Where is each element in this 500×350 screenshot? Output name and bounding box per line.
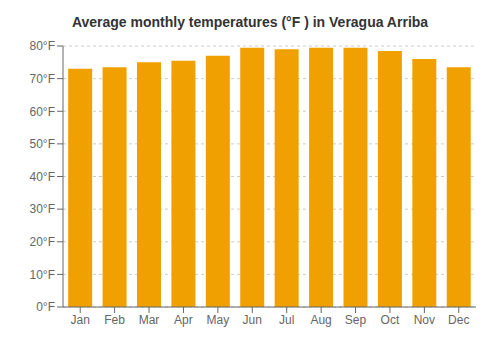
svg-text:Jul: Jul xyxy=(279,313,294,327)
html-text:Average monthly temperatures (: Average monthly temperatures (°F ) in Ve… xyxy=(71,14,429,30)
svg-text:Jan: Jan xyxy=(71,313,90,327)
svg-text:Apr: Apr xyxy=(174,313,193,327)
svg-text:Aug: Aug xyxy=(310,313,331,327)
svg-text:Nov: Nov xyxy=(414,313,435,327)
svg-text:40°F: 40°F xyxy=(30,170,55,184)
svg-text:Feb: Feb xyxy=(104,313,125,327)
svg-text:70°F: 70°F xyxy=(30,72,55,86)
svg-text:30°F: 30°F xyxy=(30,202,55,216)
svg-text:Oct: Oct xyxy=(381,313,400,327)
svg-text:50°F: 50°F xyxy=(30,137,55,151)
svg-text:May: May xyxy=(207,313,230,327)
svg-text:10°F: 10°F xyxy=(30,268,55,282)
svg-text:Jun: Jun xyxy=(243,313,262,327)
svg-text:80°F: 80°F xyxy=(30,39,55,53)
svg-text:0°F: 0°F xyxy=(36,300,55,314)
svg-text:60°F: 60°F xyxy=(30,105,55,119)
svg-text:Sep: Sep xyxy=(345,313,367,327)
svg-text:Dec: Dec xyxy=(448,313,469,327)
svg-text:Mar: Mar xyxy=(139,313,160,327)
svg-text:20°F: 20°F xyxy=(30,235,55,249)
